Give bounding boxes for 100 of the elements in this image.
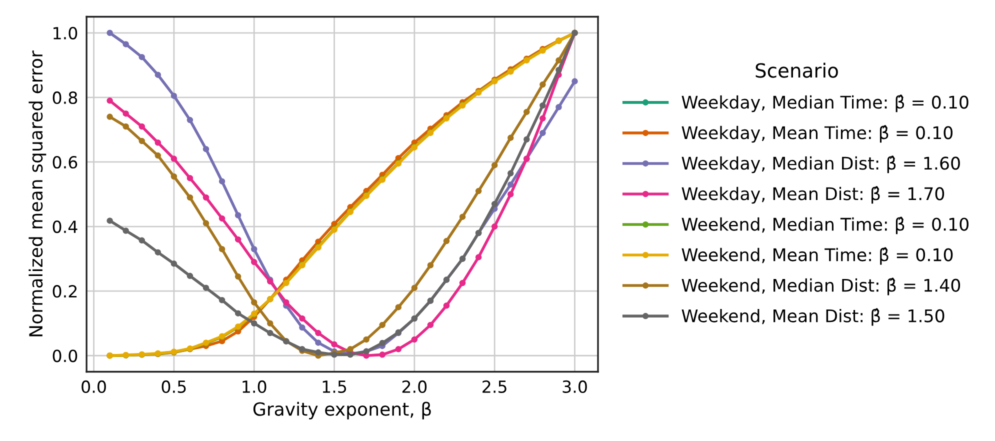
point xyxy=(234,212,242,218)
point xyxy=(202,194,210,201)
point xyxy=(363,336,370,343)
point xyxy=(106,114,113,120)
x-tick-label: 1.0 xyxy=(242,380,266,393)
point xyxy=(491,162,498,168)
point xyxy=(138,123,145,130)
point xyxy=(154,152,162,159)
point xyxy=(540,102,546,109)
point xyxy=(379,340,386,346)
point xyxy=(218,215,226,222)
point xyxy=(507,170,514,176)
point xyxy=(202,220,210,226)
point xyxy=(186,116,194,124)
point xyxy=(556,57,562,64)
point xyxy=(315,349,322,356)
point xyxy=(170,260,178,267)
point xyxy=(524,108,530,116)
point xyxy=(186,175,194,182)
point xyxy=(202,284,210,291)
point xyxy=(170,173,178,180)
point xyxy=(138,54,145,60)
point xyxy=(202,146,210,152)
point xyxy=(443,302,450,309)
point xyxy=(122,41,129,48)
point xyxy=(491,223,498,230)
point xyxy=(475,188,482,194)
point xyxy=(459,214,466,220)
point xyxy=(491,200,498,208)
point xyxy=(475,254,482,260)
point xyxy=(122,110,129,117)
y-tick-label: 0.4 xyxy=(52,220,78,234)
legend-label: Weekend, Median Time: β̂ = 0.10 xyxy=(682,216,968,234)
point xyxy=(218,178,226,184)
point xyxy=(315,340,322,346)
point xyxy=(138,138,145,144)
point xyxy=(556,104,562,110)
legend-label: Weekday, Mean Dist: β̂ = 1.70 xyxy=(682,186,944,204)
point xyxy=(250,246,258,252)
point xyxy=(267,330,274,336)
point xyxy=(427,322,434,328)
point xyxy=(122,228,129,234)
point xyxy=(556,66,562,74)
point xyxy=(250,320,258,326)
y-axis-title: Normalized mean squared error xyxy=(28,50,46,336)
point xyxy=(540,81,546,88)
point xyxy=(218,246,226,252)
point xyxy=(379,352,386,358)
point xyxy=(299,315,306,322)
point xyxy=(507,134,514,141)
legend-label: Weekday, Median Time: β̂ = 0.10 xyxy=(682,94,968,112)
point xyxy=(524,136,530,143)
point xyxy=(507,181,514,188)
legend-title: Scenario xyxy=(756,62,838,78)
y-tick-label: 1.0 xyxy=(54,26,78,40)
point xyxy=(106,218,113,224)
point xyxy=(234,273,242,280)
legend-label: Weekday, Median Dist: β̂ = 1.60 xyxy=(682,156,960,174)
point xyxy=(395,346,402,352)
point xyxy=(154,72,162,78)
point xyxy=(443,238,450,244)
point xyxy=(186,272,194,280)
x-tick-label: 3.0 xyxy=(562,380,587,393)
point xyxy=(331,341,338,348)
x-tick-label: 2.0 xyxy=(402,380,427,393)
y-tick-label: 0.6 xyxy=(52,156,78,169)
point xyxy=(459,280,466,286)
point xyxy=(170,92,178,99)
point xyxy=(572,78,578,84)
point xyxy=(250,258,258,266)
legend-label: Weekend, Mean Dist: β̂ = 1.50 xyxy=(682,308,944,326)
legend-label: Weekend, Mean Time: β̂ = 0.10 xyxy=(682,247,953,265)
point xyxy=(411,336,418,343)
point xyxy=(106,98,113,104)
point xyxy=(379,322,386,328)
x-tick-label: 1.5 xyxy=(322,380,346,393)
x-tick-label: 0.0 xyxy=(82,380,106,393)
point xyxy=(106,30,113,36)
legend-label: Weekday, Mean Time: β̂ = 0.10 xyxy=(682,125,953,143)
point xyxy=(154,140,162,146)
point xyxy=(315,330,322,336)
point xyxy=(154,249,162,256)
point xyxy=(186,194,194,201)
point xyxy=(138,237,145,244)
point xyxy=(234,236,242,243)
x-tick-label: 2.5 xyxy=(482,380,506,393)
y-tick-label: 0.2 xyxy=(52,285,77,298)
point xyxy=(218,296,226,304)
point xyxy=(267,320,274,326)
point xyxy=(507,191,514,198)
point xyxy=(250,299,258,306)
point xyxy=(540,130,546,136)
point xyxy=(411,284,418,291)
y-tick-label: 0.0 xyxy=(52,350,78,362)
x-axis-title: Gravity exponent, β xyxy=(253,402,431,420)
point xyxy=(122,123,129,130)
point xyxy=(347,346,354,352)
point xyxy=(299,324,306,331)
y-tick-label: 0.8 xyxy=(52,91,78,104)
point xyxy=(234,310,242,316)
